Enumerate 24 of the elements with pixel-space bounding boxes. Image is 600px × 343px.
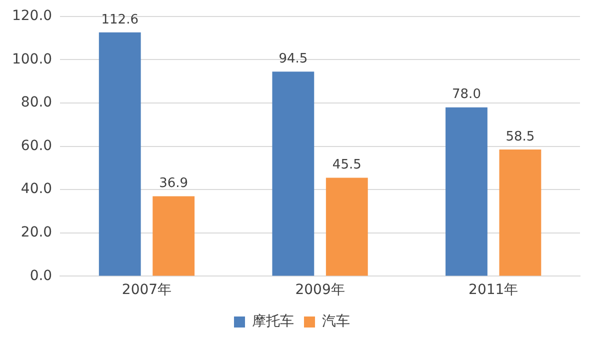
bar — [98, 32, 141, 276]
bar — [446, 107, 488, 276]
legend-label: 摩托车 — [252, 314, 294, 330]
data-label: 94.5 — [278, 51, 308, 66]
y-tick-label: 20.0 — [20, 224, 52, 241]
x-tick-label: 2007年 — [122, 282, 172, 298]
data-label: 58.5 — [506, 129, 535, 144]
y-tick-label: 100.0 — [12, 51, 52, 68]
bar — [152, 196, 195, 276]
bar — [272, 72, 314, 276]
x-tick-label: 2009年 — [295, 282, 345, 298]
bar — [326, 178, 368, 276]
data-label: 78.0 — [452, 87, 481, 102]
data-label: 112.6 — [101, 12, 138, 28]
data-label: 36.9 — [159, 176, 188, 192]
y-tick-label: 80.0 — [20, 94, 52, 111]
x-tick-label: 2011年 — [468, 282, 518, 298]
bar — [499, 150, 542, 276]
y-tick-label: 120.0 — [12, 8, 52, 24]
data-label: 45.5 — [332, 158, 362, 173]
y-tick-label: 40.0 — [20, 181, 52, 198]
y-tick-label: 0.0 — [30, 268, 52, 284]
y-tick-label: 60.0 — [20, 138, 52, 154]
legend-label: 汽车 — [322, 314, 350, 330]
